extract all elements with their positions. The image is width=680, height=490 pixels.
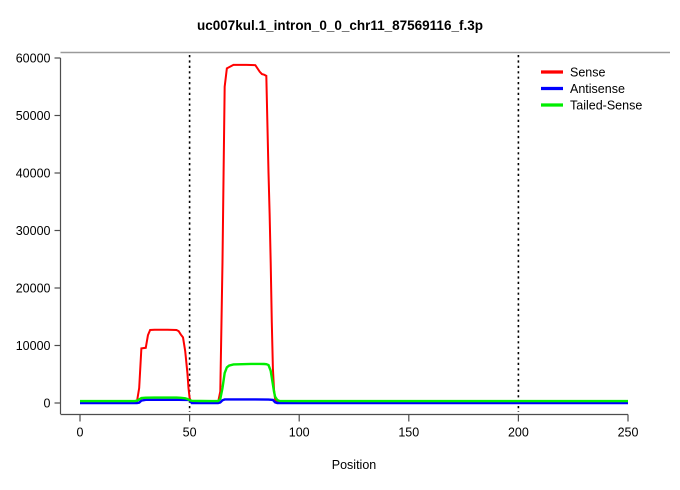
chart-legend: Sense Antisense Tailed-Sense [541, 66, 642, 113]
x-tick-label: 150 [398, 426, 419, 440]
y-tick-label: 50000 [16, 109, 51, 123]
tick-labels-group: 0 10000 20000 30000 40000 50000 60000 0 50 100 150… [16, 52, 639, 440]
axes-group [54, 51, 670, 422]
series-line-antisense [80, 398, 628, 405]
y-tick-label: 10000 [16, 339, 51, 353]
reference-lines-group [188, 55, 520, 412]
x-tick-label: 250 [618, 426, 639, 440]
x-tick-label: 50 [183, 426, 197, 440]
y-tick-label: 0 [44, 397, 51, 411]
y-tick-label: 20000 [16, 282, 51, 296]
series-line-sense [79, 63, 628, 404]
data-series-group [79, 63, 628, 405]
y-tick-label: 40000 [16, 167, 51, 181]
x-tick-label: 200 [508, 426, 529, 440]
x-axis-title: Position [332, 458, 377, 472]
legend-label-sense: Sense [570, 66, 605, 80]
legend-label-tailed-sense: Tailed-Sense [570, 99, 642, 113]
legend-label-antisense: Antisense [570, 82, 625, 96]
x-tick-label: 100 [289, 426, 310, 440]
chart-title: uc007kul.1_intron_0_0_chr11_87569116_f.3… [197, 18, 483, 33]
series-line-tailed-sense [80, 362, 628, 403]
axis-title-group: Position [332, 458, 377, 472]
x-tick-label: 0 [77, 426, 84, 440]
y-tick-label: 30000 [16, 224, 51, 238]
y-tick-label: 60000 [16, 52, 51, 66]
